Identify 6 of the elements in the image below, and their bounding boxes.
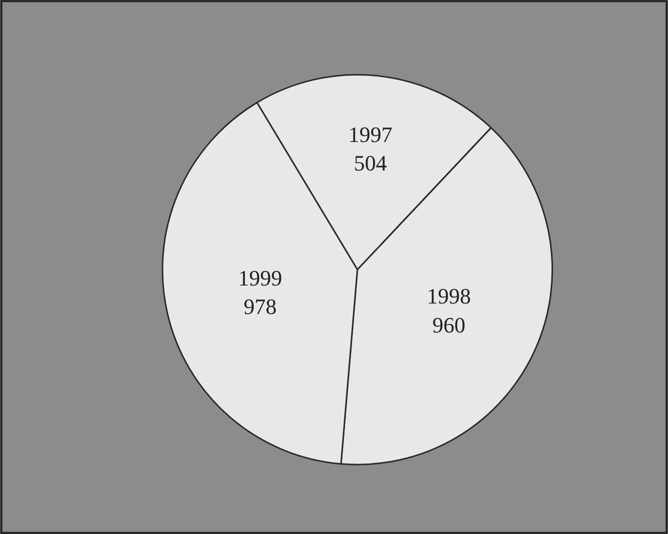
- slice-label: 1998: [426, 284, 471, 309]
- data-label: 960: [432, 312, 466, 338]
- data-label: 978: [244, 294, 277, 320]
- slice-label: 1999: [238, 265, 282, 290]
- data-label: 504: [354, 150, 387, 176]
- slice-label: 1997: [348, 122, 392, 148]
